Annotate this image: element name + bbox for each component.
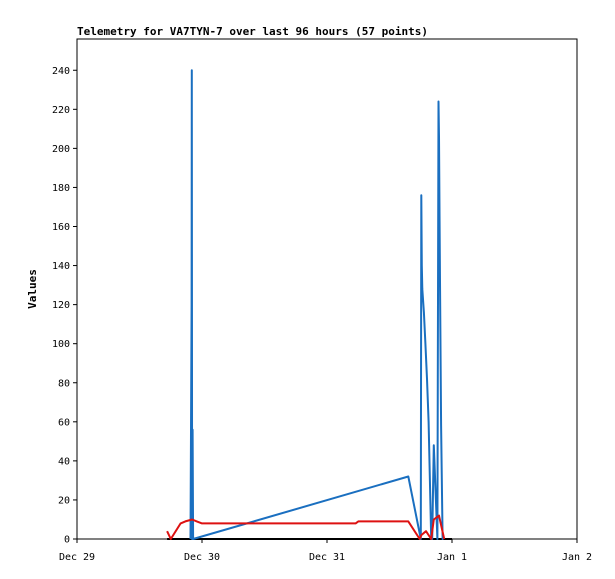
- chart-title: Telemetry for VA7TYN-7 over last 96 hour…: [77, 25, 428, 38]
- x-tick-label: Dec 31: [309, 552, 345, 563]
- plot-area-frame: [76, 38, 578, 540]
- y-axis: 0 20 40 60 80 100 120 140 160 180 200 220 240: [52, 66, 77, 546]
- y-tick-label: 40: [58, 456, 70, 467]
- y-tick-label: 240: [52, 66, 70, 77]
- x-tick-label: Jan 2: [562, 552, 592, 563]
- series-line-1: [189, 69, 445, 540]
- y-tick-label: 60: [58, 417, 70, 428]
- y-tick-label: 200: [52, 144, 70, 155]
- y-tick-label: 100: [52, 339, 70, 350]
- x-tick-label: Dec 30: [184, 552, 220, 563]
- series-layer: [166, 69, 452, 540]
- y-tick-label: 180: [52, 183, 70, 194]
- y-tick-label: 120: [52, 300, 70, 311]
- x-axis: Dec 29 Dec 30 Dec 31 Jan 1 Jan 2: [59, 539, 592, 563]
- series-line-2: [166, 514, 446, 540]
- y-axis-label: Values: [26, 269, 39, 309]
- y-tick-label: 20: [58, 495, 70, 506]
- y-tick-label: 160: [52, 222, 70, 233]
- x-tick-label: Dec 29: [59, 552, 95, 563]
- y-tick-label: 140: [52, 261, 70, 272]
- y-tick-label: 220: [52, 105, 70, 116]
- y-tick-label: 80: [58, 378, 70, 389]
- x-tick-label: Jan 1: [437, 552, 467, 563]
- y-tick-label: 0: [64, 535, 70, 546]
